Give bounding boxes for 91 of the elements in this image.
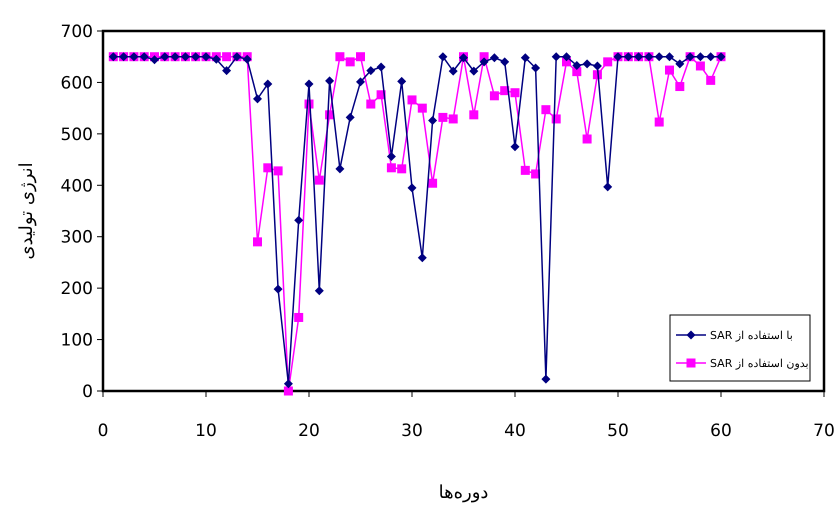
point <box>562 52 571 62</box>
legend-label: بدون استفاده از SAR <box>710 357 809 370</box>
point <box>665 52 674 62</box>
y-tick-label: 0 <box>82 382 93 402</box>
y-axis-title: انرژی تولیدی <box>16 162 37 260</box>
point <box>438 112 448 122</box>
point <box>418 104 427 113</box>
x-tick-label: 70 <box>813 421 835 441</box>
point <box>541 105 550 114</box>
point <box>531 64 540 73</box>
x-axis-title: دوره‌ها <box>438 482 488 503</box>
point <box>696 61 705 70</box>
y-tick-label: 200 <box>60 279 93 300</box>
point <box>520 166 530 175</box>
y-tick-label: 300 <box>60 228 93 248</box>
point <box>356 52 365 62</box>
point <box>706 52 716 62</box>
point <box>294 312 304 322</box>
point <box>376 62 386 72</box>
point <box>335 164 344 174</box>
point <box>274 166 283 176</box>
point <box>541 374 550 384</box>
y-tick-label: 500 <box>60 124 93 145</box>
point <box>366 66 376 76</box>
point <box>469 110 478 120</box>
y-tick-label: 600 <box>60 73 93 94</box>
point <box>696 52 705 62</box>
point <box>408 95 416 104</box>
point <box>675 82 684 92</box>
point <box>386 163 396 172</box>
point <box>490 91 499 100</box>
point <box>253 237 262 246</box>
x-tick-label: 60 <box>710 421 732 441</box>
point <box>314 176 324 185</box>
point <box>274 284 283 294</box>
y-tick-label: 400 <box>60 176 93 196</box>
point <box>428 178 438 188</box>
x-tick-label: 40 <box>504 421 526 441</box>
point <box>397 76 406 86</box>
point <box>510 142 520 152</box>
point <box>304 79 314 88</box>
x-tick-label: 0 <box>98 421 108 441</box>
point <box>294 216 304 225</box>
point <box>366 100 376 109</box>
point <box>654 52 664 62</box>
point <box>500 57 510 66</box>
point <box>150 55 159 64</box>
point <box>552 52 561 62</box>
point <box>469 66 478 76</box>
point <box>356 77 365 86</box>
point <box>314 286 324 296</box>
point <box>222 66 232 76</box>
point <box>603 182 612 192</box>
point <box>325 76 334 86</box>
y-tick-label: 700 <box>60 22 93 42</box>
point <box>480 57 489 66</box>
point <box>592 61 602 70</box>
point <box>490 53 499 62</box>
point <box>284 386 293 396</box>
point <box>582 134 592 144</box>
point <box>603 57 612 66</box>
point <box>572 60 582 70</box>
point <box>284 379 293 388</box>
point <box>346 57 355 66</box>
point <box>263 79 272 88</box>
point <box>346 112 355 122</box>
point <box>418 253 427 262</box>
point <box>654 118 664 127</box>
y-tick-label: 100 <box>60 330 93 351</box>
point <box>665 66 674 75</box>
point <box>222 52 232 62</box>
point <box>448 114 458 124</box>
x-tick-label: 50 <box>607 421 629 441</box>
point <box>253 94 262 104</box>
x-tick-label: 10 <box>195 421 217 441</box>
x-tick-label: 20 <box>298 421 320 441</box>
point <box>408 183 416 192</box>
legend-label: با استفاده از SAR <box>710 329 793 342</box>
point <box>448 66 458 76</box>
point <box>397 164 406 174</box>
point <box>706 76 716 85</box>
x-tick-label: 30 <box>401 421 423 441</box>
point <box>212 54 221 64</box>
point <box>520 53 530 62</box>
point <box>428 116 438 125</box>
point <box>242 54 252 64</box>
point <box>582 59 592 68</box>
point <box>510 88 520 98</box>
point <box>438 52 448 62</box>
point <box>335 52 344 62</box>
point <box>675 59 684 68</box>
